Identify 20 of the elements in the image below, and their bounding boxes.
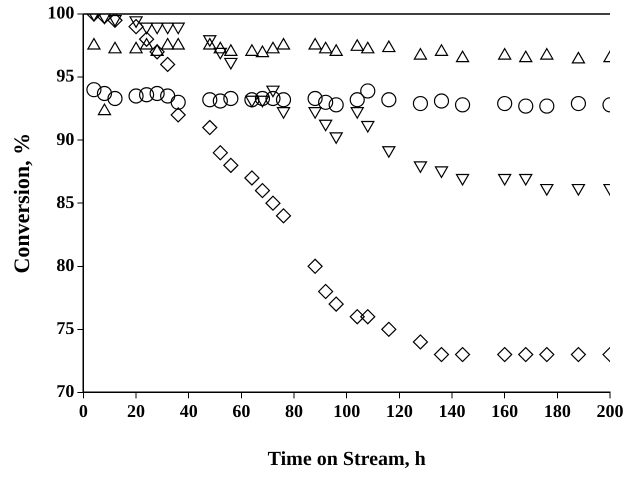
x-tick-label: 20 xyxy=(127,400,146,421)
x-tick-label: 100 xyxy=(333,400,360,421)
x-tick-label: 80 xyxy=(285,400,304,421)
x-tick-label: 200 xyxy=(596,400,624,421)
y-tick-label: 85 xyxy=(56,192,74,212)
y-tick-label: 70 xyxy=(56,381,74,402)
x-tick-label: 60 xyxy=(232,400,250,421)
x-tick-label: 180 xyxy=(544,400,571,421)
x-axis-title: Time on Stream, h xyxy=(268,448,426,470)
y-tick-label: 90 xyxy=(56,128,74,149)
x-tick-label: 160 xyxy=(491,400,518,421)
y-tick-label: 80 xyxy=(56,254,74,275)
x-tick-label: 140 xyxy=(438,400,466,421)
y-tick-label: 100 xyxy=(47,2,74,23)
x-tick-label: 120 xyxy=(386,400,413,421)
y-tick-label: 95 xyxy=(56,66,74,86)
y-tick-label: 75 xyxy=(56,318,74,338)
y-axis-title: Conversion, % xyxy=(8,132,34,274)
x-tick-label: 0 xyxy=(78,400,88,421)
x-tick-label: 40 xyxy=(180,400,198,421)
